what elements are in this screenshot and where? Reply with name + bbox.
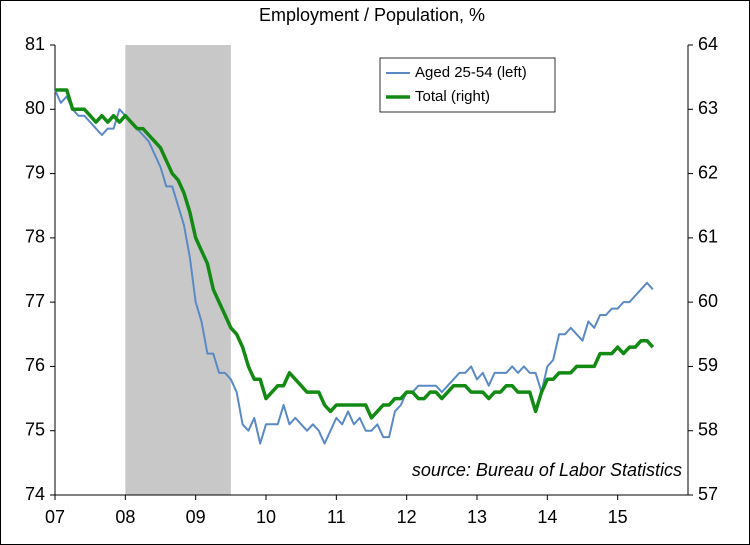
x-tick-label: 13 <box>467 507 487 527</box>
y-tick-label: 74 <box>25 484 45 504</box>
legend-label: Total (right) <box>415 88 490 105</box>
shaded-region <box>125 45 231 495</box>
y-tick-label: 77 <box>25 291 45 311</box>
y-tick-label: 78 <box>25 227 45 247</box>
y-tick-label: 80 <box>25 98 45 118</box>
legend-label: Aged 25-54 (left) <box>415 64 527 81</box>
x-tick-label: 09 <box>186 507 206 527</box>
y2-tick-label: 57 <box>698 484 718 504</box>
y2-tick-label: 59 <box>698 355 718 375</box>
x-tick-label: 08 <box>115 507 135 527</box>
x-tick-label: 07 <box>45 507 65 527</box>
y2-tick-label: 61 <box>698 227 718 247</box>
y2-tick-label: 64 <box>698 34 718 54</box>
y-tick-label: 79 <box>25 162 45 182</box>
y2-tick-label: 62 <box>698 162 718 182</box>
x-tick-label: 14 <box>537 507 557 527</box>
series-line <box>55 88 655 420</box>
chart-title: Employment / Population, % <box>259 5 485 25</box>
x-tick-label: 11 <box>327 507 346 527</box>
series-line <box>54 89 654 445</box>
y-tick-label: 81 <box>25 34 45 54</box>
legend-box <box>379 57 556 113</box>
y2-tick-label: 60 <box>698 291 718 311</box>
annotation: source: Bureau of Labor Statistics <box>412 460 682 480</box>
y-tick-label: 75 <box>25 419 45 439</box>
x-tick-label: 10 <box>256 507 276 527</box>
x-tick-label: 12 <box>397 507 417 527</box>
y-tick-label: 76 <box>25 355 45 375</box>
x-tick-label: 15 <box>608 507 628 527</box>
y2-tick-label: 63 <box>698 98 718 118</box>
y2-tick-label: 58 <box>698 419 718 439</box>
